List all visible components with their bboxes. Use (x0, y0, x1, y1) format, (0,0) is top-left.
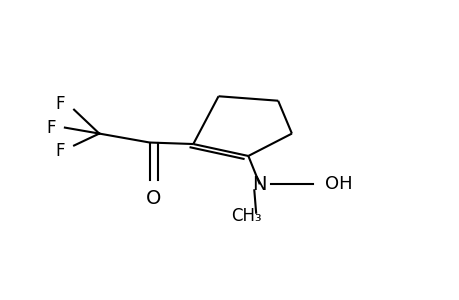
Text: N: N (252, 175, 267, 194)
Text: F: F (56, 142, 65, 160)
Text: CH₃: CH₃ (230, 207, 261, 225)
Text: O: O (146, 189, 161, 208)
Text: OH: OH (324, 175, 352, 193)
Text: F: F (56, 95, 65, 113)
Text: F: F (46, 118, 56, 136)
